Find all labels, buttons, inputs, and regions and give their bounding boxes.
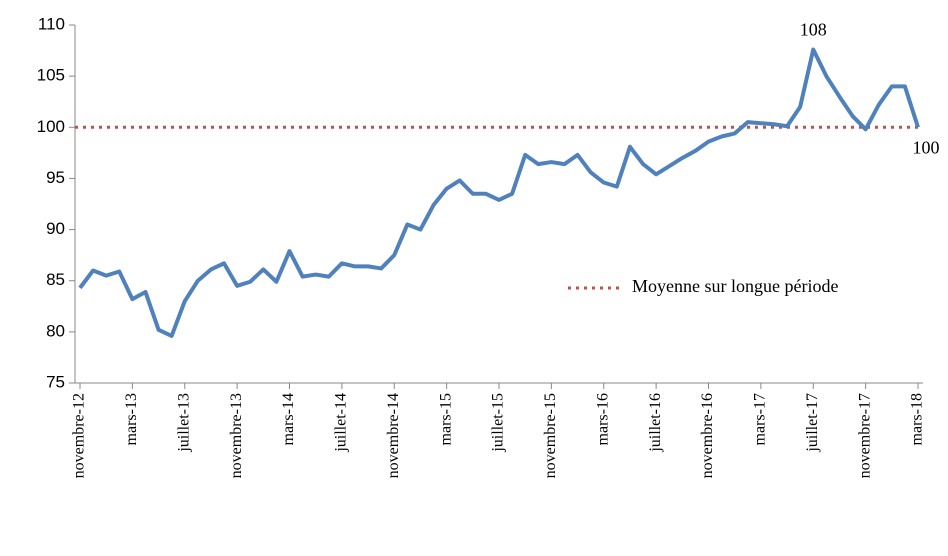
x-tick-label: mars-18 [909,393,926,445]
x-tick-label: mars-15 [437,393,454,445]
y-tick-label: 110 [38,14,65,33]
x-tick-label: novembre-14 [385,393,402,478]
x-tick-label: juillet-14 [333,393,350,453]
y-tick-label: 95 [46,168,65,187]
y-tick-label: 90 [46,219,65,238]
y-tick-label: 80 [46,321,65,340]
y-tick-label: 75 [46,372,65,391]
x-tick-label: mars-14 [280,393,297,445]
data-line [78,47,920,338]
x-tick-label: novembre-12 [71,393,88,478]
data-label: 100 [913,137,940,157]
y-tick-label: 105 [37,66,65,85]
legend-label: Moyenne sur longue période [632,276,838,296]
x-tick-label: mars-16 [594,393,611,445]
x-tick-label: juillet-15 [490,393,507,453]
x-tick-label: novembre-15 [542,393,559,478]
x-tick-label: novembre-13 [228,393,245,478]
y-tick-label: 100 [37,117,65,136]
x-tick-label: mars-17 [752,393,769,445]
x-tick-label: novembre-17 [856,393,873,478]
x-tick-label: juillet-16 [647,393,664,453]
data-label: 108 [800,20,827,40]
x-tick-label: novembre-16 [699,393,716,478]
x-tick-label: juillet-17 [804,393,821,453]
x-tick-label: juillet-13 [175,393,192,453]
x-tick-label: mars-13 [123,393,140,445]
y-tick-label: 85 [46,270,65,289]
